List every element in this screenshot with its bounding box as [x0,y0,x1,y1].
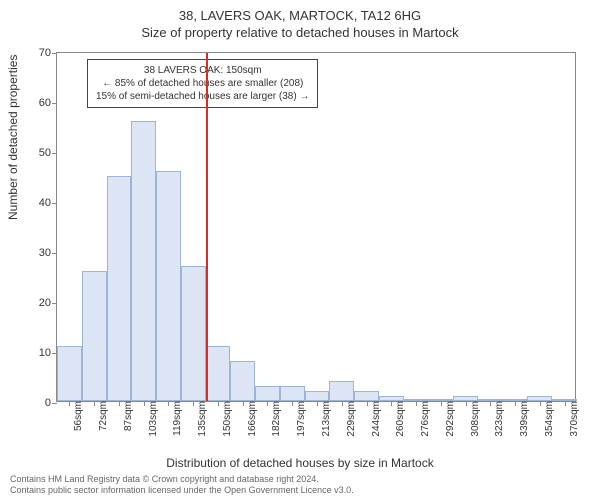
x-tick-mark [515,401,516,406]
x-tick-mark [490,401,491,406]
x-tick-label: 197sqm [292,401,307,437]
x-tick-mark [416,401,417,406]
histogram-bar [156,171,181,401]
x-tick-mark [243,401,244,406]
y-tick-mark [52,103,57,104]
x-tick-mark [119,401,120,406]
histogram-bar [57,346,82,401]
x-tick-label: 119sqm [168,401,183,436]
x-tick-label: 72sqm [94,401,109,431]
y-axis-label: Number of detached properties [6,55,20,220]
x-tick-mark [218,401,219,406]
histogram-bar [280,386,305,401]
histogram-bar [230,361,255,401]
histogram-bar [181,266,206,401]
y-tick-mark [52,153,57,154]
annotation-box: 38 LAVERS OAK: 150sqm ← 85% of detached … [87,59,318,108]
histogram-bar [107,176,132,401]
x-tick-mark [367,401,368,406]
x-tick-mark [144,401,145,406]
x-tick-label: 87sqm [119,401,134,431]
annotation-line3: 15% of semi-detached houses are larger (… [96,90,309,103]
chart-title: 38, LAVERS OAK, MARTOCK, TA12 6HG [0,0,600,23]
x-tick-label: 182sqm [267,401,282,437]
x-tick-label: 135sqm [193,401,208,437]
x-tick-label: 150sqm [218,401,233,437]
x-tick-label: 166sqm [243,401,258,437]
x-tick-mark [342,401,343,406]
plot-area: 38 LAVERS OAK: 150sqm ← 85% of detached … [56,52,576,402]
reference-line [206,53,208,401]
x-tick-label: 292sqm [441,401,456,437]
histogram-bar [305,391,330,401]
x-tick-label: 308sqm [466,401,481,437]
footer: Contains HM Land Registry data © Crown c… [10,474,590,496]
histogram-bar [206,346,231,401]
x-tick-mark [267,401,268,406]
annotation-line1: 38 LAVERS OAK: 150sqm [96,64,309,77]
x-tick-label: 276sqm [416,401,431,437]
x-tick-label: 56sqm [69,401,84,431]
annotation-line2: ← 85% of detached houses are smaller (20… [96,77,309,90]
x-tick-label: 323sqm [490,401,505,437]
x-tick-mark [565,401,566,406]
x-tick-mark [317,401,318,406]
footer-line1: Contains HM Land Registry data © Crown c… [10,474,590,485]
x-tick-label: 213sqm [317,401,332,437]
y-tick-mark [52,403,57,404]
histogram-bar [82,271,107,401]
y-tick-mark [52,253,57,254]
x-tick-label: 339sqm [515,401,530,437]
y-tick-mark [52,203,57,204]
y-tick-mark [52,53,57,54]
histogram-bar [131,121,156,401]
x-tick-label: 370sqm [565,401,580,437]
histogram-bar [329,381,354,401]
x-tick-label: 260sqm [391,401,406,437]
histogram-bar [255,386,280,401]
x-tick-mark [193,401,194,406]
x-tick-mark [94,401,95,406]
x-tick-mark [540,401,541,406]
x-tick-mark [466,401,467,406]
x-tick-mark [168,401,169,406]
chart-container: 38, LAVERS OAK, MARTOCK, TA12 6HG Size o… [0,0,600,500]
histogram-bar [354,391,379,401]
x-axis-label: Distribution of detached houses by size … [0,456,600,470]
y-tick-mark [52,303,57,304]
x-tick-label: 229sqm [342,401,357,437]
x-tick-label: 354sqm [540,401,555,437]
chart-subtitle: Size of property relative to detached ho… [0,23,600,40]
footer-line2: Contains public sector information licen… [10,485,590,496]
x-tick-label: 103sqm [144,401,159,437]
x-tick-label: 244sqm [367,401,382,437]
x-tick-mark [69,401,70,406]
x-tick-mark [441,401,442,406]
x-tick-mark [391,401,392,406]
x-tick-mark [292,401,293,406]
